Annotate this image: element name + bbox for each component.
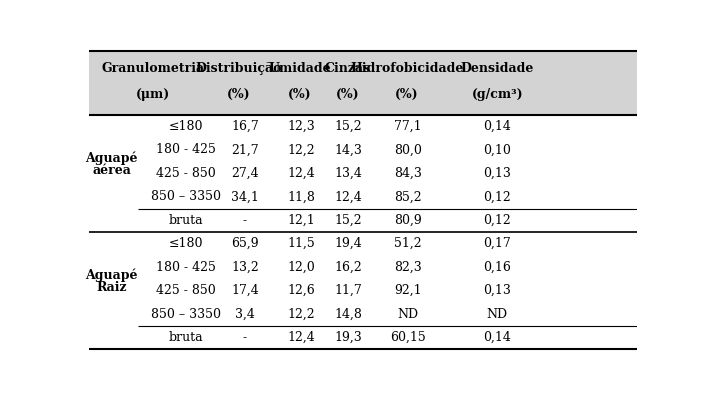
- Text: 180 - 425: 180 - 425: [156, 261, 216, 274]
- Text: Raiz: Raiz: [96, 281, 127, 294]
- Text: (%): (%): [336, 88, 359, 101]
- Text: 0,14: 0,14: [484, 331, 511, 344]
- Text: -: -: [243, 214, 247, 227]
- Text: Granulometria: Granulometria: [102, 62, 205, 75]
- Text: Aguapé: Aguapé: [85, 151, 138, 165]
- Text: 19,4: 19,4: [335, 237, 362, 250]
- Text: ≤180: ≤180: [169, 120, 203, 133]
- Text: 15,2: 15,2: [335, 214, 362, 227]
- Text: 12,2: 12,2: [287, 308, 315, 321]
- Text: 14,8: 14,8: [335, 308, 362, 321]
- Text: 27,4: 27,4: [231, 167, 258, 180]
- Text: 0,12: 0,12: [484, 190, 511, 203]
- Text: 60,15: 60,15: [390, 331, 426, 344]
- Text: 14,3: 14,3: [335, 143, 362, 156]
- Text: Distribuição: Distribuição: [195, 62, 282, 75]
- Text: ≤180: ≤180: [169, 237, 203, 250]
- Text: 19,3: 19,3: [335, 331, 362, 344]
- Text: 12,4: 12,4: [287, 331, 315, 344]
- Text: 3,4: 3,4: [235, 308, 255, 321]
- Text: 12,0: 12,0: [287, 261, 315, 274]
- Text: Densidade: Densidade: [461, 62, 534, 75]
- Text: 11,8: 11,8: [287, 190, 315, 203]
- Bar: [88, 51, 637, 114]
- Text: 51,2: 51,2: [394, 237, 422, 250]
- Text: 0,16: 0,16: [484, 261, 511, 274]
- Text: 425 - 850: 425 - 850: [156, 167, 216, 180]
- Text: Aguapé: Aguapé: [85, 268, 138, 282]
- Text: Umidade: Umidade: [268, 62, 331, 75]
- Text: ND: ND: [397, 308, 418, 321]
- Text: 21,7: 21,7: [231, 143, 258, 156]
- Text: 12,4: 12,4: [287, 167, 315, 180]
- Text: Hidrofobicidade: Hidrofobicidade: [350, 62, 464, 75]
- Text: 11,7: 11,7: [335, 284, 362, 297]
- Text: (%): (%): [288, 88, 312, 101]
- Text: 16,7: 16,7: [231, 120, 258, 133]
- Text: 0,17: 0,17: [484, 237, 511, 250]
- Text: 17,4: 17,4: [231, 284, 258, 297]
- Text: 34,1: 34,1: [231, 190, 259, 203]
- Text: 15,2: 15,2: [335, 120, 362, 133]
- Text: 13,4: 13,4: [335, 167, 362, 180]
- Text: 0,13: 0,13: [484, 167, 511, 180]
- Text: 13,2: 13,2: [231, 261, 258, 274]
- Text: 180 - 425: 180 - 425: [156, 143, 216, 156]
- Text: 12,3: 12,3: [287, 120, 315, 133]
- Text: 84,3: 84,3: [394, 167, 422, 180]
- Text: aérea: aérea: [92, 164, 131, 177]
- Text: 80,9: 80,9: [394, 214, 422, 227]
- Text: 11,5: 11,5: [287, 237, 315, 250]
- Text: 0,10: 0,10: [484, 143, 511, 156]
- Text: bruta: bruta: [169, 331, 203, 344]
- Text: ND: ND: [486, 308, 508, 321]
- Text: 82,3: 82,3: [394, 261, 422, 274]
- Text: Cinzas: Cinzas: [324, 62, 370, 75]
- Text: 12,4: 12,4: [335, 190, 362, 203]
- Text: 0,12: 0,12: [484, 214, 511, 227]
- Text: bruta: bruta: [169, 214, 203, 227]
- Text: 77,1: 77,1: [394, 120, 422, 133]
- Text: (%): (%): [395, 88, 418, 101]
- Text: (g/cm³): (g/cm³): [472, 88, 523, 101]
- Text: 85,2: 85,2: [394, 190, 422, 203]
- Text: -: -: [243, 331, 247, 344]
- Text: 850 – 3350: 850 – 3350: [152, 190, 221, 203]
- Text: 12,1: 12,1: [287, 214, 315, 227]
- Text: 65,9: 65,9: [231, 237, 258, 250]
- Text: 0,13: 0,13: [484, 284, 511, 297]
- Text: 92,1: 92,1: [394, 284, 422, 297]
- Text: (μm): (μm): [136, 88, 171, 101]
- Text: 12,2: 12,2: [287, 143, 315, 156]
- Text: 16,2: 16,2: [335, 261, 362, 274]
- Text: (%): (%): [227, 88, 250, 101]
- Text: 0,14: 0,14: [484, 120, 511, 133]
- Text: 80,0: 80,0: [394, 143, 422, 156]
- Text: 12,6: 12,6: [287, 284, 315, 297]
- Text: 425 - 850: 425 - 850: [156, 284, 216, 297]
- Text: 850 – 3350: 850 – 3350: [152, 308, 221, 321]
